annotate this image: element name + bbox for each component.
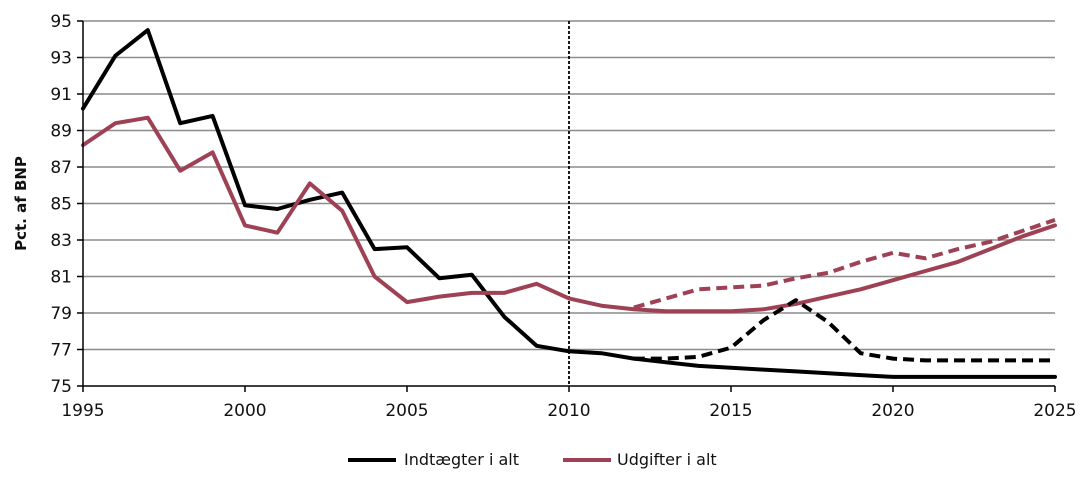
- series-line-1-solid: [81, 115, 1057, 314]
- x-tick-label-2020: 2020: [871, 401, 914, 421]
- x-tick-label-2015: 2015: [709, 401, 752, 421]
- series-line-3-dashed: [633, 218, 1056, 310]
- y-tick-label-89: 89: [50, 122, 72, 142]
- x-tick-label-1995: 1995: [61, 401, 104, 421]
- series-line-0-solid: [81, 28, 1057, 379]
- y-tick-label-93: 93: [50, 49, 72, 69]
- series-line-2-dashed: [633, 298, 1055, 363]
- x-tick-label-2010: 2010: [547, 401, 590, 421]
- y-tick-label-83: 83: [50, 231, 72, 251]
- series-lines: [81, 28, 1057, 379]
- x-tick-label-2005: 2005: [385, 401, 428, 421]
- y-tick-label-95: 95: [50, 12, 72, 32]
- y-tick-label-87: 87: [50, 158, 72, 178]
- legend-label-0: Indtægter i alt: [404, 450, 519, 469]
- x-tick-label-2000: 2000: [223, 401, 266, 421]
- y-tick-label-91: 91: [50, 85, 72, 105]
- y-tick-label-79: 79: [50, 304, 72, 324]
- legend-label-1: Udgifter i alt: [617, 450, 717, 469]
- y-tick-label-77: 77: [50, 341, 72, 361]
- legend: Indtægter i alt Udgifter i alt: [348, 450, 717, 469]
- y-axis-title: Pct. af BNP: [12, 156, 30, 251]
- y-tick-label-85: 85: [50, 195, 72, 215]
- x-tick-label-2025: 2025: [1033, 401, 1076, 421]
- axes: 75 77 79 81 83 85 87 89 91 93 95 1995 2000 2005 2010 20…: [12, 12, 1077, 421]
- y-tick-label-81: 81: [50, 268, 72, 288]
- y-tick-label-75: 75: [50, 377, 72, 397]
